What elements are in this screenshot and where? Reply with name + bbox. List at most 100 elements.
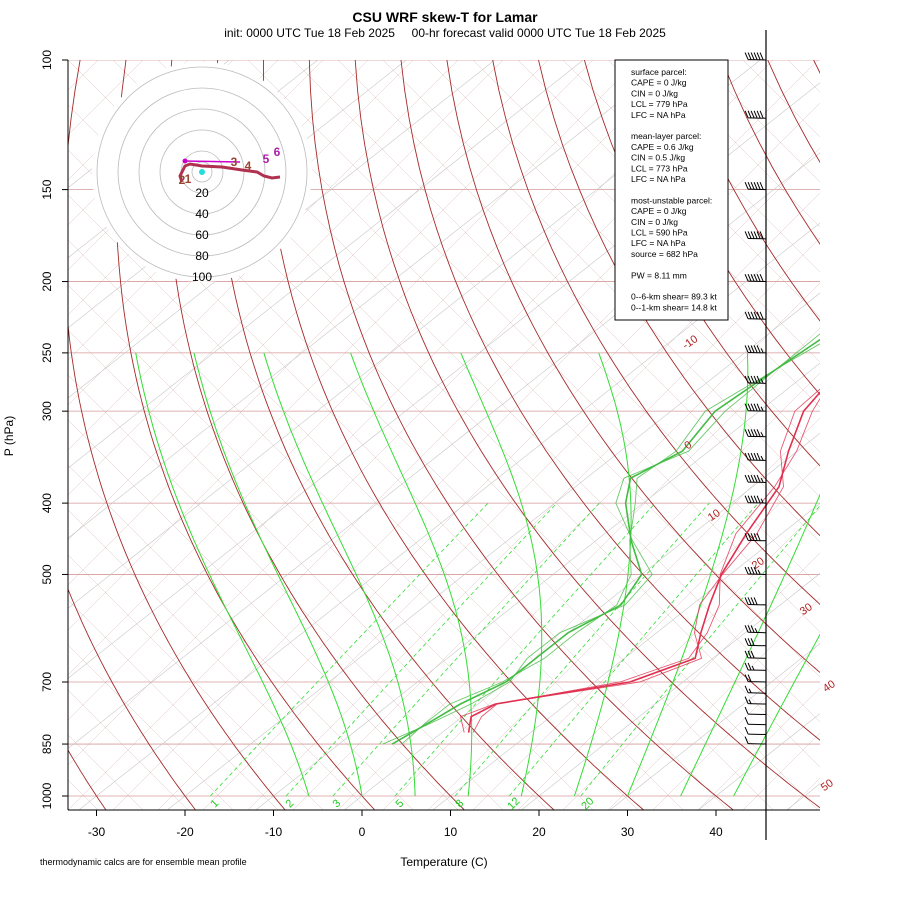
wind-barb	[744, 717, 767, 726]
moist-adiabats	[135, 352, 820, 797]
wind-barb-feather	[744, 597, 749, 605]
wind-barb-feather	[750, 273, 755, 282]
grid-line	[68, 554, 324, 810]
grid-line	[337, 60, 820, 543]
wind-barb-feather	[747, 52, 752, 60]
y-tick-label: 850	[40, 734, 54, 754]
wind-barb-feather	[750, 495, 755, 503]
wind-barb-feather	[760, 378, 764, 384]
stats-line: PW = 8.11 mm	[631, 270, 687, 280]
wind-barb-feather	[753, 231, 758, 239]
wind-barb-feather	[744, 495, 749, 503]
moist-adiabat	[263, 352, 416, 796]
dry-adiabat	[115, 60, 376, 810]
moist-adiabat	[733, 633, 820, 797]
wind-barb-feather	[747, 231, 752, 239]
hodograph-ring	[138, 108, 266, 236]
stats-line: LFC = NA hPa	[631, 110, 686, 120]
wind-barb-feather	[753, 375, 758, 384]
hodograph-marker	[182, 158, 188, 164]
stats-line: LCL = 773 hPa	[631, 163, 688, 173]
wind-barb-feather	[744, 345, 749, 353]
x-axis-label: Temperature (C)	[400, 855, 487, 869]
wind-barb-feather	[744, 650, 749, 659]
wind-barb-feather	[744, 181, 749, 190]
dry-adiabat	[68, 588, 197, 810]
wind-barb-feather	[756, 375, 761, 384]
wind-barb-feather	[750, 311, 755, 319]
hodograph-height-label: 2	[179, 173, 186, 187]
moist-adiabat	[193, 352, 363, 797]
wind-barb-feather	[760, 498, 764, 503]
isotherm-label: 50	[819, 777, 836, 794]
wind-barb-feather	[753, 429, 758, 437]
x-tick-label: 10	[444, 825, 458, 839]
wind-barb-feather	[756, 429, 761, 437]
hodograph-ring	[96, 66, 308, 278]
wind-barb-feather	[753, 273, 758, 282]
mixing-ratio-line	[580, 505, 820, 797]
wind-barb-feather	[747, 597, 752, 605]
wind-barb-feather	[744, 674, 749, 682]
wind-barb-feather	[750, 638, 755, 646]
wind-barb	[744, 110, 767, 119]
wind-barb-feather	[744, 638, 749, 646]
moist-adiabat	[627, 352, 749, 797]
wind-barb-feather	[747, 495, 752, 503]
wind-barb-feather	[744, 273, 749, 282]
wind-barb	[744, 231, 767, 240]
wind-barb-feather	[747, 533, 752, 541]
wind-barb	[744, 345, 767, 354]
wind-barb-feather	[747, 566, 752, 575]
moist-adiabat	[460, 352, 543, 797]
wind-barb-feather	[751, 665, 755, 671]
dry-adiabat	[446, 60, 820, 674]
wind-barb-feather	[744, 231, 749, 239]
hodograph-marker	[199, 169, 205, 175]
wind-barb-feather	[748, 688, 752, 694]
wind-barb-feather	[747, 110, 752, 119]
dewpoint-line	[401, 343, 820, 745]
wind-barb-feather	[747, 345, 752, 353]
wind-barb-feather	[744, 736, 749, 744]
hodograph-trace	[178, 162, 281, 183]
isotherm-line	[68, 152, 820, 749]
isotherm-line	[166, 292, 820, 810]
grid-line	[607, 60, 820, 273]
wind-barb-feather	[744, 717, 749, 725]
dry-adiabat	[583, 60, 820, 467]
wind-barb-feather	[757, 569, 761, 575]
wind-barb-feather	[753, 52, 758, 60]
mixing-ratio-line	[332, 502, 600, 797]
dry-adiabat	[308, 60, 734, 810]
wind-barb	[744, 533, 767, 542]
dry-adiabat	[492, 60, 820, 606]
wind-barb-feather	[756, 403, 761, 411]
wind-barb	[744, 474, 767, 483]
grid-line	[292, 60, 820, 588]
grid-line	[562, 552, 820, 810]
hodograph-ring-label: 60	[195, 228, 209, 242]
wind-barb-feather	[759, 311, 764, 319]
wind-barb	[744, 706, 767, 716]
chart-title: CSU WRF skew-T for Lamar	[352, 9, 538, 25]
hodograph-ring-label: 20	[195, 186, 209, 200]
grid-line	[652, 642, 820, 810]
wind-barb-feather	[747, 625, 752, 633]
wind-barb	[744, 726, 767, 736]
x-tick-label: 20	[532, 825, 546, 839]
wind-barb-feather	[744, 696, 749, 704]
grid-line	[68, 239, 639, 810]
y-tick-label: 500	[40, 564, 54, 584]
wind-barb-feather	[760, 406, 764, 411]
grid-line	[68, 599, 279, 810]
grid-line	[68, 419, 459, 810]
wind-barb-feather	[744, 452, 749, 461]
wind-barb-feather	[760, 348, 764, 353]
wind-barb-feather	[744, 52, 749, 60]
dry-adiabat	[400, 60, 820, 741]
wind-barb-feather	[753, 110, 758, 119]
mixing-ratio-line	[454, 502, 710, 797]
